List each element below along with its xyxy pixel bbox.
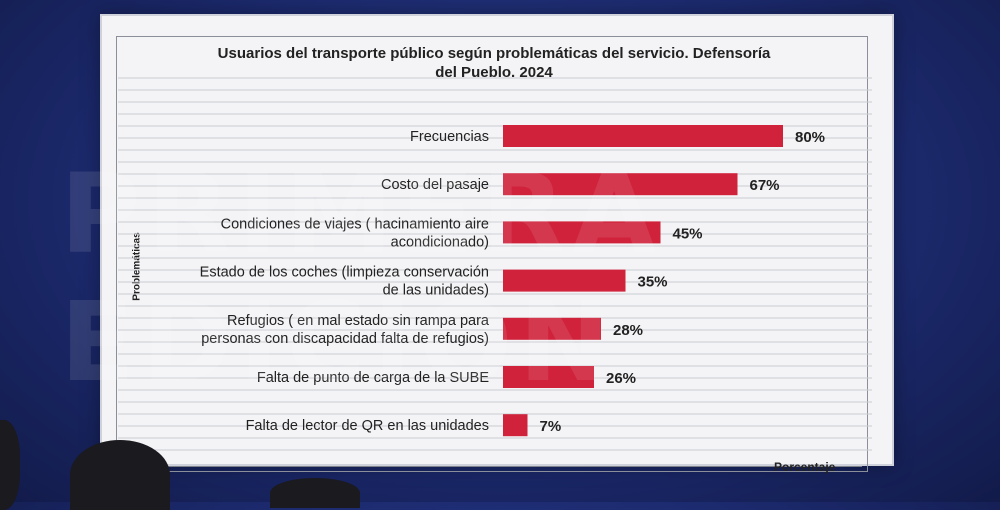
audience-head-right	[270, 478, 360, 508]
audience-head-left	[70, 440, 170, 510]
bar-2	[503, 173, 738, 196]
bar-4	[503, 269, 626, 292]
bar-3	[503, 221, 661, 244]
category-label-3: Condiciones de viajes ( hacinamiento air…	[221, 216, 489, 232]
value-label-7: 7%	[540, 418, 562, 435]
category-label-7: Falta de lector de QR en las unidades	[246, 418, 489, 434]
audience-edge-left	[0, 420, 20, 510]
category-label-3: acondicionado)	[391, 234, 489, 250]
chart-frame	[116, 36, 868, 472]
chart-title-line-2: del Pueblo. 2024	[435, 64, 553, 81]
bar-6	[503, 366, 594, 388]
category-label-4: de las unidades)	[383, 283, 489, 299]
category-label-5: Refugios ( en mal estado sin rampa para	[227, 313, 490, 329]
category-label-6: Falta de punto de carga de la SUBE	[257, 370, 489, 386]
value-label-5: 28%	[613, 322, 643, 339]
value-label-6: 26%	[606, 370, 636, 387]
value-label-3: 45%	[673, 225, 703, 242]
bar-1	[503, 125, 783, 147]
category-label-5: personas con discapacidad falta de refug…	[201, 331, 489, 347]
category-label-1: Frecuencias	[410, 129, 489, 145]
x-axis-line	[142, 466, 862, 467]
value-label-4: 35%	[638, 274, 668, 291]
value-label-2: 67%	[750, 177, 780, 194]
value-label-1: 80%	[795, 129, 825, 146]
bar-5	[503, 317, 601, 340]
chart-title-line-1: Usuarios del transporte público según pr…	[217, 45, 771, 62]
chart-title: Usuarios del transporte público según pr…	[174, 44, 814, 82]
category-label-2: Costo del pasaje	[381, 177, 489, 193]
x-axis-label: Porcentaje	[774, 460, 836, 474]
projected-slide: Usuarios del transporte público según pr…	[100, 14, 894, 474]
bar-7	[503, 414, 528, 437]
category-label-4: Estado de los coches (limpieza conservac…	[200, 265, 489, 281]
